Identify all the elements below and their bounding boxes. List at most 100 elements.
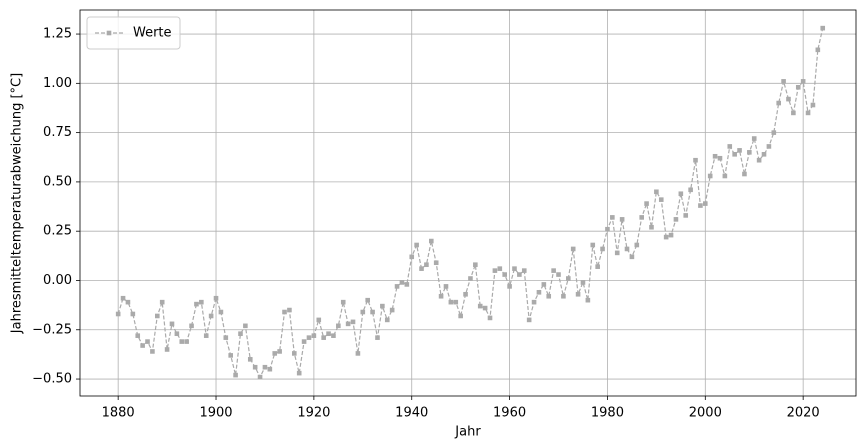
data-point	[140, 343, 145, 348]
data-point	[350, 319, 356, 325]
data-point	[179, 339, 185, 344]
data-point	[394, 284, 400, 289]
data-point	[727, 144, 733, 149]
data-point	[282, 309, 287, 315]
data-point	[135, 333, 141, 338]
data-point	[380, 303, 385, 309]
data-point	[477, 303, 483, 309]
data-point	[585, 297, 591, 303]
data-point	[311, 333, 317, 338]
data-point	[566, 276, 571, 281]
y-tick-label: 0.50	[43, 174, 72, 189]
data-point	[805, 110, 811, 116]
data-point	[610, 215, 615, 220]
data-point	[375, 335, 380, 340]
data-point	[673, 217, 679, 222]
y-tick-label: 0.75	[43, 125, 72, 140]
data-point	[243, 323, 248, 329]
data-point	[145, 339, 150, 344]
data-point	[272, 351, 278, 356]
data-point	[580, 280, 586, 285]
x-tick-label: 1920	[297, 406, 330, 421]
data-point	[194, 301, 199, 307]
data-point	[698, 203, 703, 208]
data-point	[252, 364, 258, 370]
data-point	[321, 335, 326, 340]
data-point	[184, 339, 189, 344]
data-point	[419, 266, 424, 271]
data-point	[624, 246, 630, 252]
data-point	[492, 268, 498, 273]
data-point	[487, 315, 493, 321]
data-point	[468, 276, 473, 281]
data-point	[238, 331, 243, 337]
data-point	[771, 130, 777, 135]
data-point	[629, 254, 635, 260]
x-tick-label: 1980	[591, 406, 624, 421]
data-point	[174, 331, 180, 337]
data-point	[453, 299, 459, 305]
x-tick-label: 1880	[102, 406, 135, 421]
x-tick-label: 1940	[395, 406, 428, 421]
data-point	[756, 157, 762, 163]
data-point	[384, 317, 390, 323]
data-point	[747, 150, 752, 155]
data-point	[502, 272, 507, 277]
data-point	[424, 262, 429, 268]
data-point	[331, 333, 336, 338]
plot-frame	[79, 9, 857, 397]
data-point	[262, 364, 268, 370]
x-tick-label: 2020	[787, 406, 820, 421]
data-point	[546, 293, 552, 299]
data-point	[556, 272, 561, 277]
data-point	[169, 321, 175, 327]
data-point	[575, 291, 581, 297]
data-point	[448, 299, 454, 305]
data-point	[634, 242, 640, 248]
data-line	[117, 28, 824, 379]
data-point	[512, 266, 517, 271]
data-point	[776, 100, 781, 106]
data-point	[218, 309, 224, 315]
y-tick-label: 1.25	[43, 27, 72, 42]
data-point	[155, 313, 160, 319]
data-point	[766, 144, 772, 149]
data-point	[654, 189, 659, 195]
data-point	[223, 335, 229, 340]
data-point	[463, 291, 468, 297]
data-point	[473, 262, 478, 268]
data-point	[301, 339, 307, 344]
data-point	[365, 297, 370, 303]
data-point	[639, 215, 644, 220]
x-tick-label: 1960	[493, 406, 526, 421]
data-point	[292, 351, 297, 356]
data-point	[316, 317, 322, 323]
data-point	[703, 201, 708, 206]
data-point	[438, 293, 444, 299]
data-point	[336, 323, 341, 329]
data-point	[521, 268, 527, 273]
data-point	[663, 234, 669, 240]
y-tick-label: −0.50	[32, 372, 72, 387]
data-point	[761, 152, 767, 157]
data-point	[712, 153, 718, 159]
y-tick-label: 0.25	[43, 224, 72, 239]
data-point	[536, 290, 542, 295]
data-point	[267, 366, 273, 372]
y-tick-label: 1.00	[43, 76, 72, 91]
data-point	[345, 321, 351, 327]
data-point	[189, 323, 194, 329]
data-point	[120, 295, 126, 301]
data-point	[296, 370, 302, 376]
data-point	[614, 250, 620, 256]
data-point	[526, 317, 532, 323]
data-point	[257, 374, 263, 380]
data-point	[786, 96, 791, 102]
data-point	[404, 282, 410, 287]
legend-box	[86, 16, 181, 50]
data-point	[429, 238, 434, 244]
data-point	[164, 347, 170, 352]
data-point	[130, 311, 136, 317]
y-axis-label: Jahresmitteltemperaturabweichung [°C]	[10, 73, 25, 334]
